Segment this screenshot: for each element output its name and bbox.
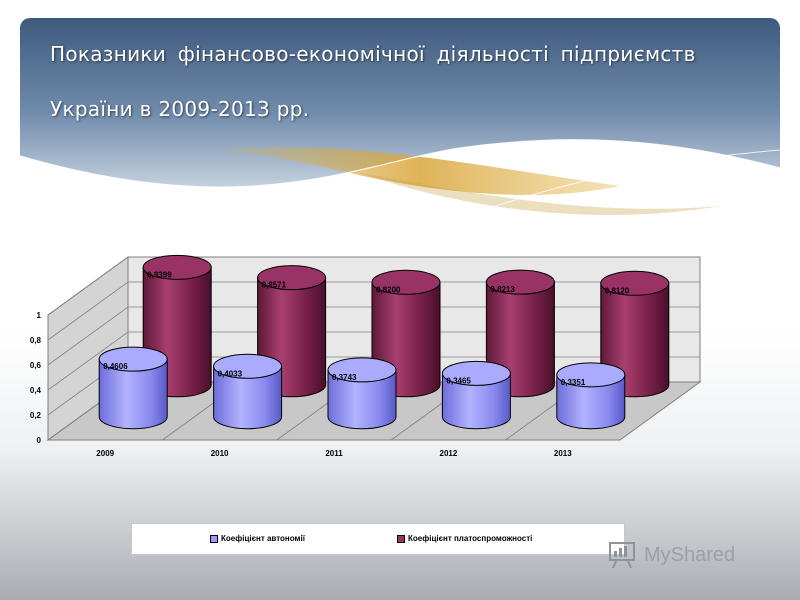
chart-data-labels: 0,9399 0,8571 0,8200 0,8213 0,8120 0,4606 0,40… <box>103 270 630 387</box>
y-tick-label: 1 <box>37 311 42 320</box>
legend-swatch-solvency <box>397 534 405 543</box>
y-tick-label: 0 <box>37 436 42 445</box>
bar-autonomy-top <box>213 353 283 379</box>
y-tick-label: 0,4 <box>30 386 42 395</box>
legend-label-autonomy: Коефіцієнт автономії <box>221 534 305 543</box>
bar-autonomy-2013 <box>556 362 626 430</box>
watermark: MyShared <box>608 540 735 570</box>
data-label-solvency: 0,8200 <box>376 285 401 294</box>
x-tick-label: 2012 <box>440 449 458 458</box>
slide-title-line-1: Показники фінансово-економічної діяльнос… <box>50 42 696 66</box>
bar-autonomy-top <box>327 357 397 383</box>
data-label-autonomy: 0,3465 <box>446 376 471 385</box>
chart-categories: 2009 2010 2011 2012 2013 <box>96 449 572 458</box>
bar-solvency-2011 <box>371 269 441 398</box>
bar-solvency-top <box>142 254 212 280</box>
bar-autonomy-2010 <box>213 353 283 430</box>
bar-autonomy-body <box>98 358 168 430</box>
bar-autonomy-top <box>98 346 168 372</box>
bar-solvency-top <box>485 269 555 295</box>
gridline <box>47 256 700 316</box>
legend-item-solvency: Коефіцієнт платоспроможності <box>397 534 532 543</box>
x-tick-label: 2011 <box>325 449 343 458</box>
bar-autonomy-2011 <box>327 357 397 430</box>
bar-solvency-top <box>600 270 670 296</box>
data-label-autonomy: 0,4033 <box>218 369 243 378</box>
watermark-text: MyShared <box>644 543 736 566</box>
bar-autonomy-top <box>556 362 626 388</box>
data-label-solvency: 0,8120 <box>605 286 630 295</box>
bar-autonomy-body <box>556 374 626 430</box>
data-label-solvency: 0,8213 <box>490 285 515 294</box>
y-tick-label: 0,8 <box>30 336 42 345</box>
bar-solvency-top <box>257 265 327 291</box>
chart-bars <box>98 254 670 430</box>
data-label-autonomy: 0,3743 <box>332 373 357 382</box>
x-tick-label: 2010 <box>211 449 229 458</box>
legend-swatch-autonomy <box>210 534 218 543</box>
bar-autonomy-2009 <box>98 346 168 430</box>
bar-solvency-top <box>371 269 441 295</box>
slide-title-line-2: України в 2009-2013 рр. <box>50 97 310 121</box>
x-tick-label: 2013 <box>554 449 572 458</box>
x-tick-label: 2009 <box>96 449 114 458</box>
bar-autonomy-body <box>327 369 397 430</box>
header-background <box>20 18 780 216</box>
data-label-autonomy: 0,3351 <box>561 378 586 387</box>
header-band <box>20 18 780 228</box>
legend-item-autonomy: Коефіцієнт автономії <box>210 534 305 543</box>
legend-label-solvency: Коефіцієнт платоспроможності <box>408 534 533 543</box>
y-tick-label: 0,2 <box>30 411 42 420</box>
bar-autonomy-top <box>441 360 511 386</box>
bar-autonomy-2012 <box>441 360 511 430</box>
bar-autonomy-body <box>441 372 511 430</box>
data-label-solvency: 0,8571 <box>262 281 287 290</box>
presentation-board-icon <box>609 542 635 569</box>
bar-autonomy-body <box>213 365 283 430</box>
y-tick-label: 0,6 <box>30 361 42 370</box>
data-label-solvency: 0,9399 <box>147 270 172 279</box>
chart-ticks: 0 0,2 0,4 0,6 0,8 1 <box>30 311 42 445</box>
chart-legend: Коефіцієнт автономії Коефіцієнт платоспр… <box>131 523 625 555</box>
data-label-autonomy: 0,4606 <box>103 362 128 371</box>
